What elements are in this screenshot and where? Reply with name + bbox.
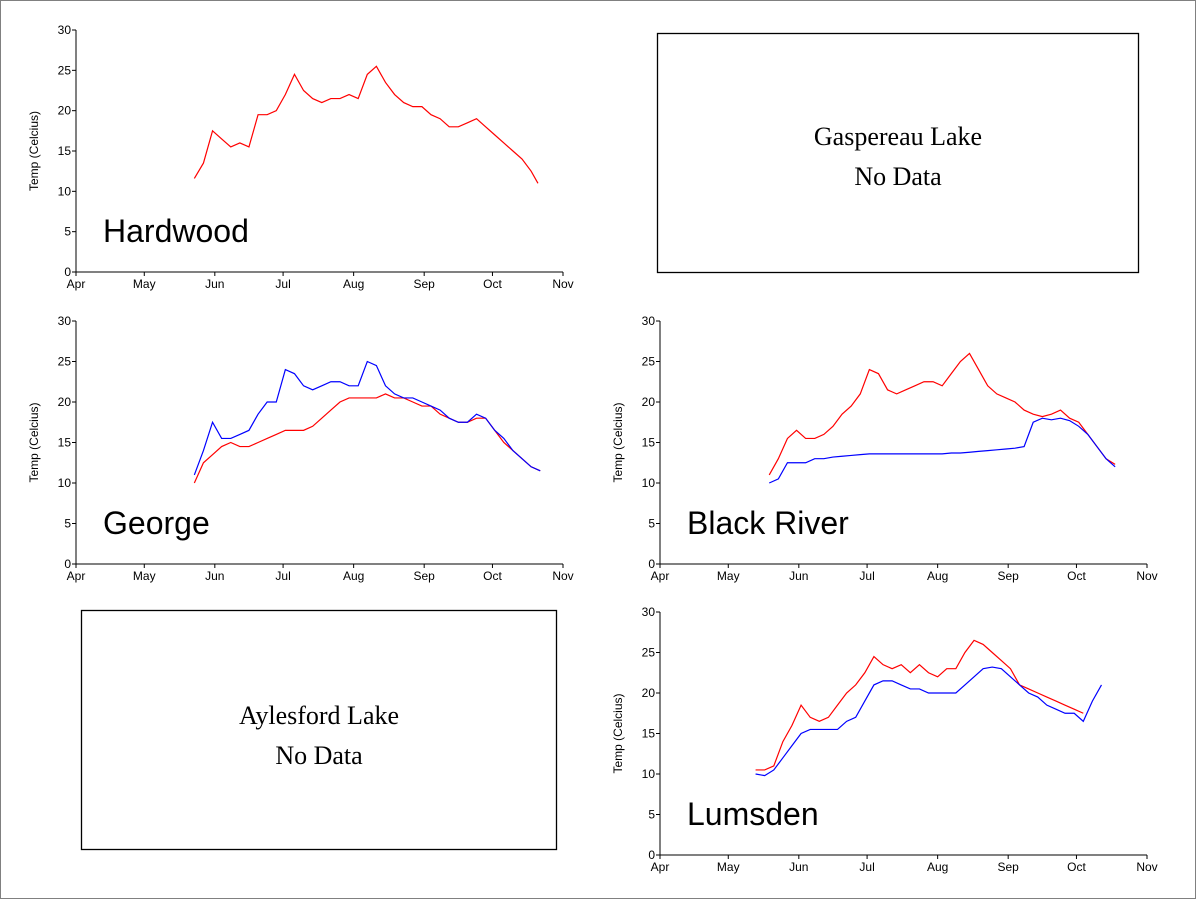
x-tick-label: Jun [789, 569, 808, 583]
chart-annotation: Black River [687, 505, 849, 541]
panel-title: Gaspereau Lake [814, 122, 982, 151]
x-tick-label: Aug [927, 569, 948, 583]
x-tick-label: May [133, 569, 156, 583]
y-tick-label: 10 [642, 767, 656, 781]
x-tick-label: Sep [414, 277, 436, 291]
x-tick-label: Nov [1136, 569, 1157, 583]
panel-text: No Data [854, 162, 942, 191]
y-tick-label: 30 [642, 314, 656, 328]
y-tick-label: 15 [58, 144, 72, 158]
y-tick-label: 25 [58, 63, 72, 77]
y-tick-label: 0 [64, 557, 71, 571]
x-tick-label: Nov [552, 277, 573, 291]
chart-annotation: Hardwood [103, 213, 249, 249]
y-tick-label: 30 [58, 23, 72, 37]
x-tick-label: Apr [651, 569, 670, 583]
y-tick-label: 15 [58, 436, 72, 450]
y-tick-label: 20 [642, 395, 656, 409]
y-tick-label: 5 [64, 225, 71, 239]
x-tick-label: Sep [414, 569, 436, 583]
y-tick-label: 20 [58, 104, 72, 118]
x-tick-label: Apr [67, 569, 86, 583]
y-axis-label: Temp (Celcius) [27, 402, 41, 482]
chart: 0 5 10 15 20 25 30 Apr May Jun Jul Aug Sep Oct Nov Temp… [27, 314, 574, 583]
y-tick-label: 0 [648, 557, 655, 571]
y-tick-label: 15 [642, 727, 656, 741]
data-line [193, 65, 539, 184]
x-tick-label: Sep [998, 569, 1020, 583]
panel-text: No Data [275, 741, 363, 770]
y-tick-label: 5 [648, 517, 655, 531]
y-tick-label: 25 [642, 355, 656, 369]
y-axis-label: Temp (Celcius) [611, 693, 625, 773]
data-line [193, 360, 541, 476]
chart-annotation: Lumsden [687, 796, 819, 832]
y-tick-label: 10 [58, 476, 72, 490]
y-tick-label: 25 [58, 355, 72, 369]
no-data-panel [80, 609, 558, 851]
x-tick-label: Jul [859, 569, 874, 583]
x-tick-label: Nov [552, 569, 573, 583]
x-tick-label: Jul [275, 277, 290, 291]
x-tick-label: Aug [343, 569, 364, 583]
y-tick-label: 20 [58, 395, 72, 409]
data-line [193, 393, 541, 484]
y-tick-label: 5 [648, 808, 655, 822]
no-data-panel [656, 32, 1140, 274]
x-tick-label: May [717, 569, 740, 583]
y-tick-label: 10 [58, 184, 72, 198]
x-tick-label: Sep [998, 860, 1020, 874]
x-tick-label: Oct [1067, 860, 1086, 874]
x-tick-label: Jul [275, 569, 290, 583]
x-tick-label: May [133, 277, 156, 291]
y-tick-label: 20 [642, 686, 656, 700]
y-tick-label: 30 [642, 605, 656, 619]
x-tick-label: Apr [67, 277, 86, 291]
x-tick-label: Oct [1067, 569, 1086, 583]
data-line [755, 639, 1084, 771]
y-tick-label: 0 [648, 848, 655, 862]
y-tick-label: 25 [642, 646, 656, 660]
y-axis-label: Temp (Celcius) [27, 111, 41, 191]
data-line [755, 666, 1103, 777]
data-line [768, 352, 1116, 476]
x-tick-label: Jun [205, 569, 224, 583]
y-tick-label: 15 [642, 436, 656, 450]
y-tick-label: 30 [58, 314, 72, 328]
x-tick-label: Nov [1136, 860, 1157, 874]
chart: 0 5 10 15 20 25 30 Apr May Jun Jul Aug Sep Oct Nov Temp… [27, 23, 574, 291]
chart: 0 5 10 15 20 25 30 Apr May Jun Jul Aug Sep Oct Nov Temp… [611, 605, 1158, 874]
y-tick-label: 0 [64, 265, 71, 279]
y-tick-label: 5 [64, 517, 71, 531]
y-axis-label: Temp (Celcius) [611, 402, 625, 482]
data-line [768, 417, 1116, 484]
x-tick-label: Jun [205, 277, 224, 291]
x-tick-label: Oct [483, 277, 502, 291]
x-tick-label: Jun [789, 860, 808, 874]
x-tick-label: Aug [343, 277, 364, 291]
chart: 0 5 10 15 20 25 30 Apr May Jun Jul Aug Sep Oct Nov Temp… [611, 314, 1158, 583]
x-tick-label: Aug [927, 860, 948, 874]
y-tick-label: 10 [642, 476, 656, 490]
x-tick-label: Jul [859, 860, 874, 874]
x-tick-label: Apr [651, 860, 670, 874]
x-tick-label: May [717, 860, 740, 874]
chart-annotation: George [103, 505, 210, 541]
panel-title: Aylesford Lake [239, 701, 399, 730]
x-tick-label: Oct [483, 569, 502, 583]
